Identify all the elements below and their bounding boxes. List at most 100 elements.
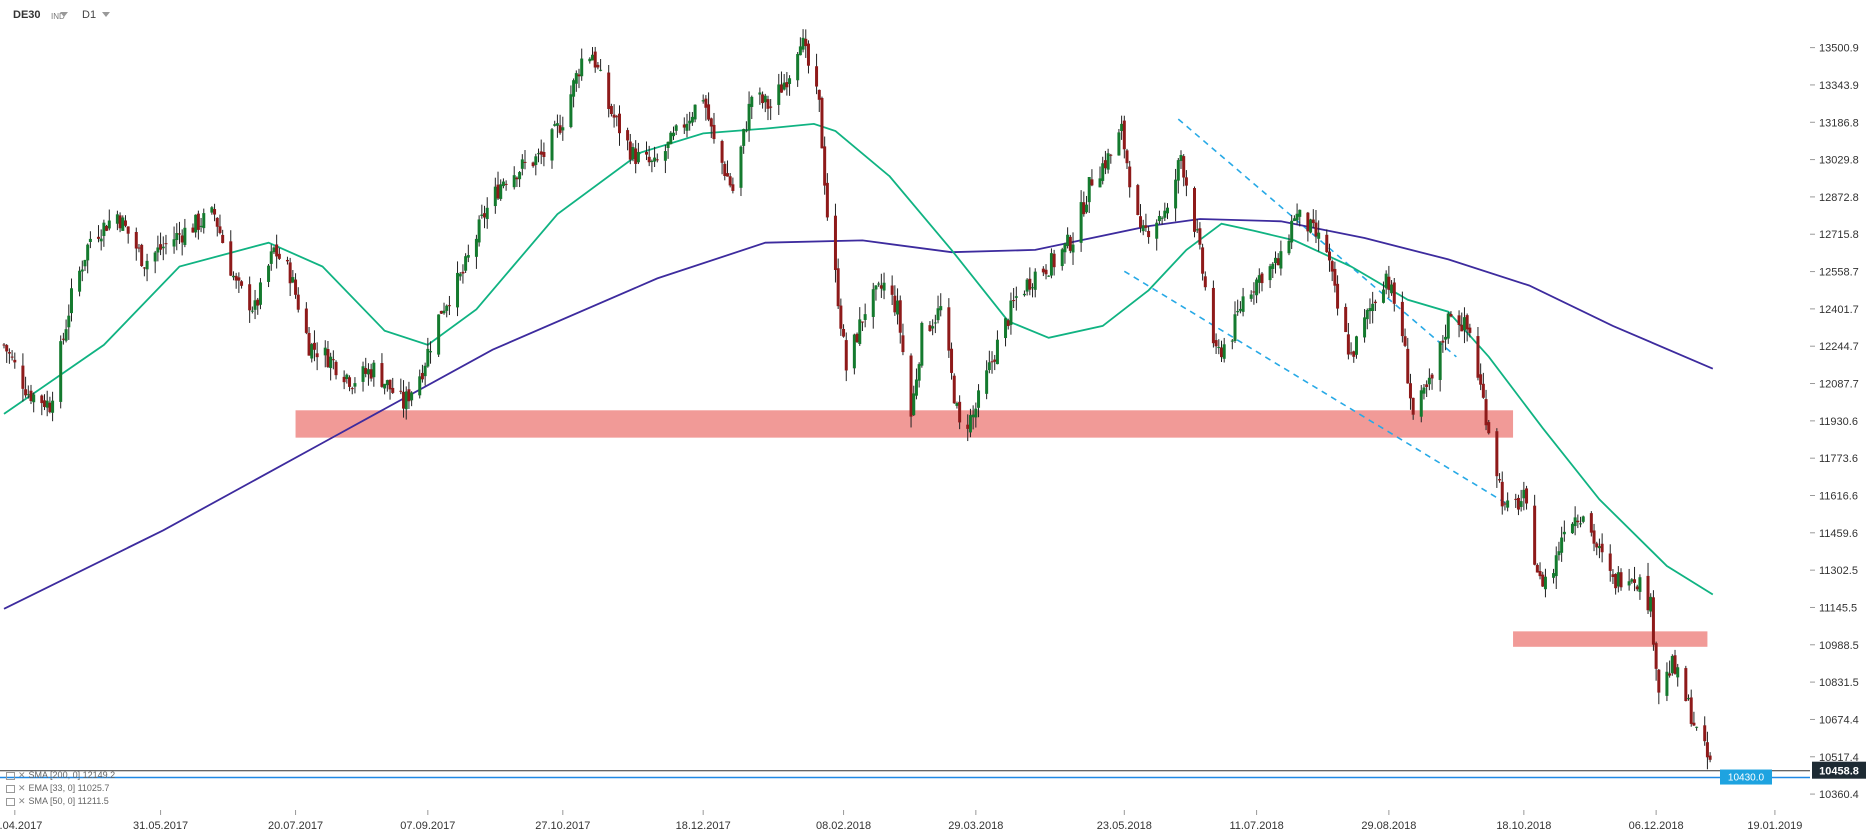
candle-body xyxy=(1597,546,1601,549)
candle-body xyxy=(423,365,427,377)
trendline-1 xyxy=(1123,270,1509,505)
candle-body xyxy=(78,270,82,292)
candle-body xyxy=(1562,531,1566,535)
candle-body xyxy=(1684,668,1688,702)
candle-body xyxy=(758,92,762,95)
candle-body xyxy=(663,151,667,161)
candle-body xyxy=(666,141,670,148)
indicator-row[interactable]: ✕ EMA [33, 0] 11025.7 xyxy=(6,783,109,794)
candle-body xyxy=(5,345,9,352)
candle-body xyxy=(86,244,90,261)
candle-body xyxy=(1063,243,1067,253)
candle-body xyxy=(191,227,195,233)
symbol-label[interactable]: DE30 xyxy=(13,9,41,21)
candle-body xyxy=(1554,555,1558,577)
candle-body xyxy=(145,260,149,270)
candle-body xyxy=(1506,500,1510,508)
remove-indicator-icon[interactable]: ✕ xyxy=(18,783,26,793)
candle-body xyxy=(447,305,451,307)
candle-body xyxy=(80,269,84,272)
candle-body xyxy=(504,183,508,185)
candle-body xyxy=(766,99,770,109)
candle-body xyxy=(550,129,554,161)
candle-body xyxy=(1373,301,1377,304)
indicator-row[interactable]: ✕ SMA [50, 0] 11211.5 xyxy=(6,796,109,807)
candle-body xyxy=(1514,498,1518,500)
candle-body xyxy=(1128,166,1132,188)
ema-line xyxy=(3,122,1714,596)
candle-body xyxy=(844,340,848,371)
candle-body xyxy=(531,162,535,167)
candle-body xyxy=(296,294,300,310)
candle-body xyxy=(196,213,200,230)
candle-body xyxy=(420,372,424,380)
timeframe-label[interactable]: D1 xyxy=(82,9,97,21)
y-tick-label: 10674.4 xyxy=(1819,714,1859,726)
candle-body xyxy=(496,184,500,199)
remove-indicator-icon[interactable]: ✕ xyxy=(18,770,26,780)
candle-body xyxy=(1484,399,1488,426)
candle-body xyxy=(788,78,792,84)
candle-body xyxy=(391,387,395,393)
x-tick-label: 08.02.2018 xyxy=(816,820,871,832)
candle-body xyxy=(105,225,109,231)
candle-body xyxy=(345,374,349,379)
candle-body xyxy=(1163,210,1167,218)
candle-body xyxy=(134,231,138,249)
candle-body xyxy=(1071,244,1075,253)
candle-body xyxy=(701,100,705,102)
candle-body xyxy=(1014,296,1018,298)
candle-body xyxy=(1638,577,1642,592)
candle-body xyxy=(221,234,225,243)
candle-body xyxy=(931,326,935,329)
candle-body xyxy=(518,172,522,180)
y-tick-label: 10360.4 xyxy=(1819,789,1859,801)
candle-body xyxy=(1403,336,1407,346)
candle-body xyxy=(1179,154,1183,161)
remove-indicator-icon[interactable]: ✕ xyxy=(18,796,26,806)
candle-body xyxy=(1241,296,1245,312)
candle-body xyxy=(515,177,519,180)
y-tick-label: 10831.5 xyxy=(1819,677,1859,689)
candle-body xyxy=(388,379,392,390)
candle-body xyxy=(1025,279,1029,292)
candle-body xyxy=(1211,287,1215,344)
y-tick-label: 11930.6 xyxy=(1819,416,1858,428)
indicator-row[interactable]: ✕ SMA [200, 0] 12149.2 xyxy=(6,770,115,781)
candle-body xyxy=(1349,352,1353,354)
candle-body xyxy=(1090,179,1094,186)
timeframe-dropdown-icon[interactable] xyxy=(102,12,110,17)
candle-body xyxy=(1427,377,1431,385)
candle-body xyxy=(1387,276,1391,290)
candle-body xyxy=(501,181,505,187)
candle-body xyxy=(950,348,954,373)
symbol-dropdown-icon[interactable] xyxy=(60,12,68,17)
x-tick-label: 20.07.2017 xyxy=(268,820,323,832)
candle-body xyxy=(202,213,206,229)
candle-body xyxy=(237,277,241,281)
candle-body xyxy=(561,127,565,131)
candle-body xyxy=(258,282,262,305)
candle-body xyxy=(796,54,800,81)
candle-body xyxy=(1670,655,1674,674)
candle-body xyxy=(520,159,524,169)
candle-body xyxy=(939,306,943,311)
candle-body xyxy=(399,390,403,392)
candle-body xyxy=(1155,222,1159,239)
candle-body xyxy=(1498,479,1502,481)
candle-body xyxy=(51,400,55,413)
candle-body xyxy=(815,66,819,87)
indicator-settings-icon[interactable] xyxy=(6,797,15,806)
candle-body xyxy=(499,184,503,199)
candle-body xyxy=(1654,643,1658,669)
candle-body xyxy=(879,285,883,289)
candle-body xyxy=(107,220,111,229)
indicator-settings-icon[interactable] xyxy=(6,784,15,793)
indicator-settings-icon[interactable] xyxy=(6,771,15,780)
x-tick-label: 11.07.2018 xyxy=(1229,820,1283,832)
candle-body xyxy=(860,321,864,323)
candle-body xyxy=(993,359,997,362)
x-tick-label: 23.05.2018 xyxy=(1097,820,1152,832)
candle-body xyxy=(231,275,235,278)
